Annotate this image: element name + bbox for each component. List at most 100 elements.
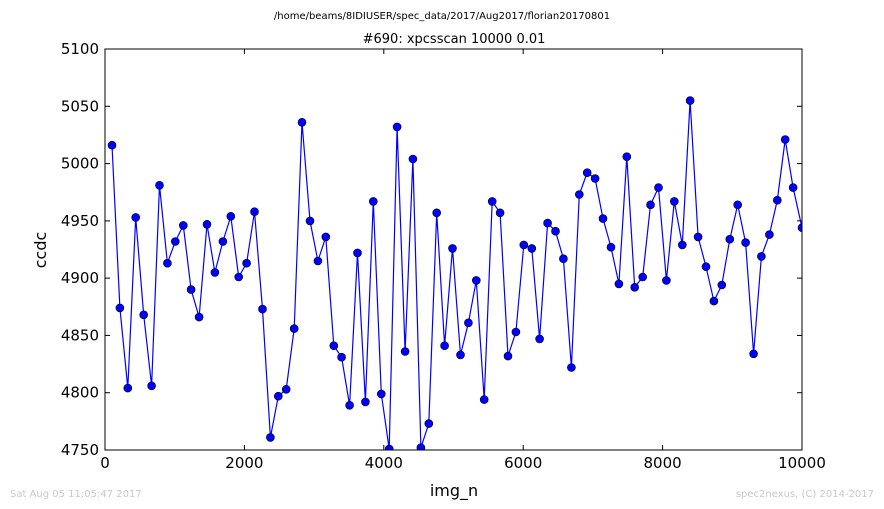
data-point xyxy=(788,183,798,192)
data-point xyxy=(155,181,164,190)
data-point xyxy=(654,183,663,192)
data-point xyxy=(590,174,600,183)
data-point xyxy=(765,230,774,239)
data-point xyxy=(725,234,735,244)
data-point xyxy=(551,226,560,236)
data-point xyxy=(139,310,148,320)
axis-ticks: 0 2000 4000 6000 8000 10000 4750 4800 4850 4900 49… xyxy=(61,40,826,472)
data-point xyxy=(147,381,156,391)
data-point xyxy=(424,419,434,428)
data-point xyxy=(313,256,323,266)
data-point xyxy=(408,154,418,164)
data-point xyxy=(234,272,243,282)
data-point xyxy=(574,190,584,199)
data-point xyxy=(757,252,766,261)
data-point xyxy=(242,258,251,268)
data-point xyxy=(519,240,529,250)
data-point xyxy=(226,212,236,221)
data-point xyxy=(163,258,172,268)
data-point xyxy=(677,240,687,250)
data-point xyxy=(741,238,750,247)
y-tick-label: 5050 xyxy=(61,97,99,115)
y-tick-label: 4750 xyxy=(61,441,99,459)
data-point xyxy=(511,327,521,337)
y-tick-label: 4950 xyxy=(61,212,99,230)
x-tick-label: 0 xyxy=(100,454,110,472)
x-tick-label: 10000 xyxy=(778,454,826,472)
data-point xyxy=(733,200,743,210)
data-point xyxy=(440,341,449,351)
data-point xyxy=(297,118,307,127)
data-point xyxy=(630,282,640,292)
data-point xyxy=(669,197,679,206)
data-point xyxy=(392,122,402,132)
data-point xyxy=(210,268,220,277)
data-point xyxy=(606,242,616,252)
chart-suptitle: /home/beams/8IDIUSER/spec_data/2017/Aug2… xyxy=(274,11,610,22)
data-point xyxy=(194,312,204,322)
data-point xyxy=(107,140,117,150)
data-point xyxy=(685,96,695,105)
data-point xyxy=(337,352,346,362)
data-point xyxy=(353,248,362,258)
data-point xyxy=(701,262,711,272)
data-point xyxy=(202,220,212,229)
data-point xyxy=(646,200,655,210)
data-point xyxy=(614,279,624,289)
data-point xyxy=(273,391,283,401)
data-point xyxy=(250,207,259,216)
y-tick-label: 4900 xyxy=(61,269,99,287)
data-point xyxy=(749,349,758,359)
data-point xyxy=(266,433,275,442)
data-point xyxy=(416,443,426,450)
data-point xyxy=(329,341,339,351)
data-point xyxy=(503,351,513,361)
footer-timestamp: Sat Aug 05 11:05:47 2017 xyxy=(10,489,142,500)
data-point xyxy=(464,318,473,328)
data-point xyxy=(693,232,703,242)
chart-title: #690: xpcsscan 10000 0.01 xyxy=(363,32,546,47)
data-point xyxy=(186,285,196,294)
data-point xyxy=(543,218,552,228)
data-point xyxy=(559,254,568,264)
data-point xyxy=(376,389,386,399)
data-point xyxy=(384,444,394,450)
data-point xyxy=(345,400,354,410)
data-point xyxy=(432,208,442,218)
data-point xyxy=(479,395,489,404)
data-point xyxy=(598,214,608,223)
y-tick-label: 4850 xyxy=(61,326,99,344)
data-point xyxy=(622,152,632,161)
data-point xyxy=(361,397,370,407)
data-point xyxy=(567,363,576,372)
data-point xyxy=(115,303,125,313)
data-point xyxy=(456,350,465,360)
data-point xyxy=(131,213,140,222)
footer-credit: spec2nexus, (C) 2014-2017 xyxy=(735,489,874,500)
data-point xyxy=(471,276,481,285)
data-point xyxy=(321,232,331,242)
x-axis-label: img_n xyxy=(430,481,478,501)
y-tick-label: 5000 xyxy=(61,155,99,173)
data-point xyxy=(487,197,497,206)
data-point xyxy=(797,223,802,232)
data-point xyxy=(495,208,505,218)
data-point xyxy=(218,237,228,246)
data-point xyxy=(662,276,671,285)
series-line xyxy=(111,99,802,450)
data-point xyxy=(258,304,267,314)
data-point xyxy=(368,197,378,206)
data-series xyxy=(104,48,803,451)
x-tick-label: 4000 xyxy=(365,454,403,472)
y-axis-label: ccdc xyxy=(31,232,50,269)
y-tick-label: 4800 xyxy=(61,384,99,402)
x-tick-label: 6000 xyxy=(504,454,542,472)
data-point xyxy=(400,347,410,356)
data-point xyxy=(709,296,719,306)
data-point xyxy=(772,195,782,205)
data-point xyxy=(780,135,790,144)
data-point xyxy=(281,384,291,394)
data-point xyxy=(535,334,544,344)
plot-frame xyxy=(104,48,803,451)
